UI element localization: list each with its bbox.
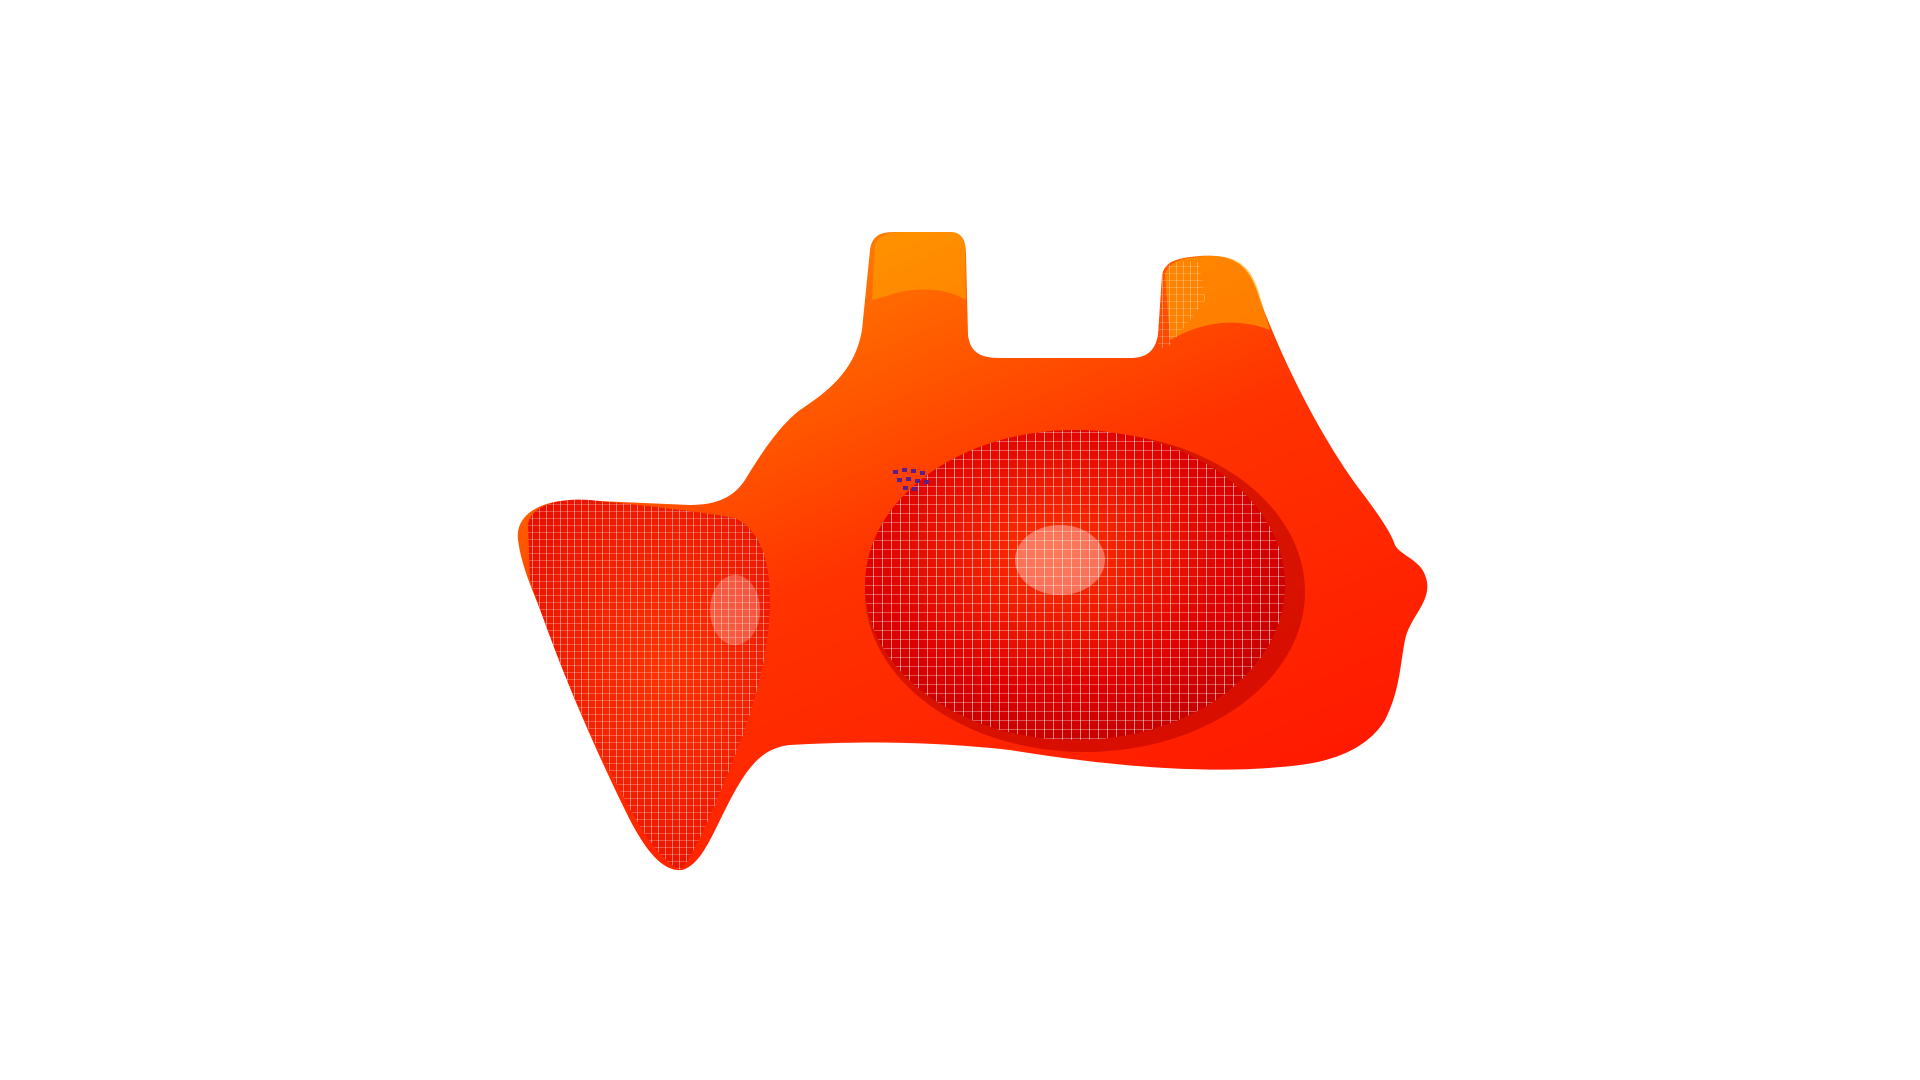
right-tab-wire: [1158, 261, 1205, 350]
cavity-highlight: [1015, 525, 1105, 595]
left-lobe-highlight: [710, 575, 760, 645]
top-left-tab: [872, 232, 966, 300]
central-cavity[interactable]: [860, 425, 1290, 745]
left-lobe[interactable]: [500, 480, 800, 900]
mesh-artifact: [893, 468, 929, 491]
